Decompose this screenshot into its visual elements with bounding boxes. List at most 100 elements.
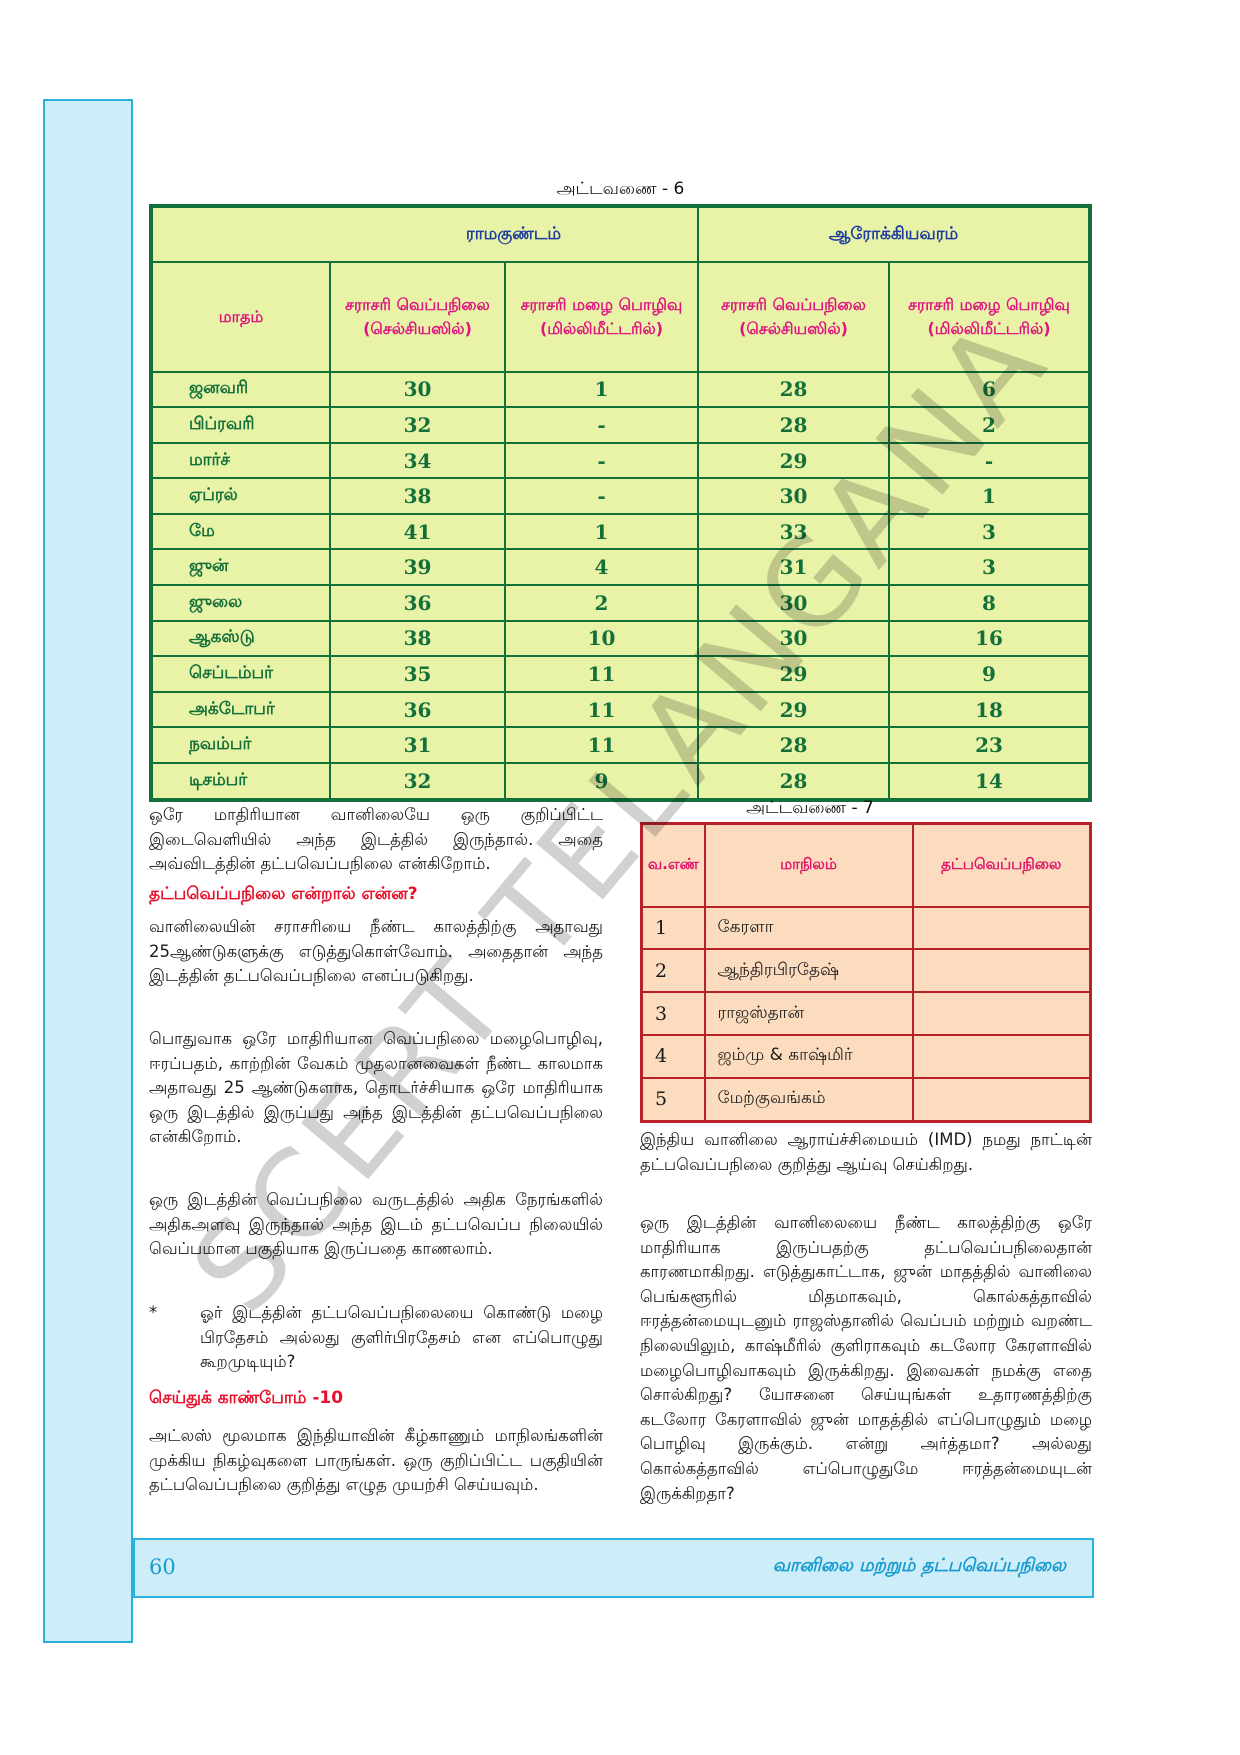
table-row: 3 ராஜஸ்தான் [640,991,1092,1037]
value-cell: 9 [503,761,700,802]
state-cell: கேரளா [703,905,914,951]
value-cell: 2 [888,406,1091,444]
month-cell: பிப்ரவரி [150,406,331,444]
value-cell: 28 [697,406,891,444]
month-cell: மே [150,512,331,551]
paragraph: இந்திய வானிலை ஆராய்ச்சிமையம் (IMD) நமது … [640,1130,1092,1174]
paragraph: ஒரே மாதிரியான வானிலையே ஒரு குறிப்பிட்ட இ… [149,805,603,874]
value-cell: 29 [697,690,891,729]
value-cell: 30 [329,370,506,409]
value-cell: 29 [697,441,891,480]
col-header: சராசரி மழை பொழிவு (மில்லிமீட்டரில்) [503,261,700,373]
activity-heading: செய்துக் காண்போம் -10 [149,1388,344,1408]
month-header: மாதம் [150,262,331,373]
table-row: மே 41 1 33 3 [150,512,1091,551]
section-heading: தட்பவெப்பநிலை என்றால் என்ன? [149,884,418,904]
serial-cell: 2 [640,948,706,994]
value-cell: - [888,441,1091,480]
month-cell: ஜனவரி [150,370,331,409]
value-cell: 18 [888,690,1091,729]
value-cell: 28 [697,370,891,409]
value-cell: 36 [329,690,506,729]
table-row: அக்டோபர் 36 11 29 18 [150,690,1091,729]
col-header: சராசரி வெப்பநிலை (செல்சியஸில்) [697,261,891,373]
value-cell: 34 [329,441,506,480]
bullet-question: ஓர் இடத்தின் தட்பவெப்பநிலையை கொண்டு மழை … [200,1303,603,1372]
value-cell: - [503,477,700,515]
value-cell: 16 [888,619,1091,658]
value-cell: 28 [697,761,891,802]
blank-corner [150,204,330,264]
left-margin-band [43,99,133,1643]
climate-header: தட்பவெப்பநிலை [911,822,1092,908]
chapter-title: வானிலை மற்றும் தட்பவெப்பநிலை [772,1555,1066,1576]
table-row: மார்ச் 34-29- [150,441,1091,480]
value-cell: 4 [503,548,700,587]
climate-entry-cell[interactable] [911,905,1092,951]
climate-entry-cell[interactable] [911,991,1092,1037]
value-cell: 30 [697,584,891,622]
value-cell: 2 [503,584,700,622]
value-cell: 1 [503,512,700,551]
month-cell: நவம்பர் [150,726,331,764]
state-cell: ராஜஸ்தான் [703,991,914,1037]
value-cell: 11 [503,690,700,729]
table-row: ஜுன் 39 4 31 3 [150,548,1091,587]
value-cell: 39 [329,548,506,587]
value-cell: 3 [888,512,1091,551]
value-cell: 35 [329,655,506,693]
states-table: வ.எண் மாநிலம் தட்பவெப்பநிலை 1 கேரளா 2 ஆந்தி… [640,822,1092,1123]
paragraph: பொதுவாக ஒரே மாதிரியான வெப்பநிலை மழைபொழிவ… [149,1029,603,1147]
value-cell: 31 [697,548,891,587]
climate-entry-cell[interactable] [911,1076,1092,1123]
value-cell: 23 [888,726,1091,764]
table-row: செப்டம்பர் 35 11 29 9 [150,655,1091,693]
value-cell: 38 [329,619,506,658]
value-cell: 30 [697,619,891,658]
table-row: 1 கேரளா [640,905,1092,951]
value-cell: 32 [329,761,506,802]
page-footer: 60 வானிலை மற்றும் தட்பவெப்பநிலை [133,1538,1094,1598]
climate-table: ராமகுண்டம் ஆரோக்கியவரம் மாதம் சராசரி வெப… [149,204,1092,802]
table-row: ஜனவரி 30 1 28 6 [150,370,1091,409]
region-ramagundam: ராமகுண்டம் [330,204,700,264]
table-row: ஏப்ரல் 38-30 1 [150,477,1091,515]
month-cell: ஏப்ரல் [150,477,331,515]
table-row: நவம்பர் 31 11 28 23 [150,726,1091,764]
table-row: 4 ஜம்மு & காஷ்மிர் [640,1034,1092,1079]
climate-entry-cell[interactable] [911,948,1092,994]
state-header: மாநிலம் [703,822,914,908]
month-cell: ஜுன் [150,548,331,587]
paragraph: ஒரு இடத்தின் வெப்பநிலை வருடத்தில் அதிக ந… [149,1190,603,1259]
value-cell: 11 [503,726,700,764]
col-header: சராசரி மழை பொழிவு (மில்லிமீட்டரில்) [888,261,1091,373]
value-cell: 31 [329,726,506,764]
value-cell: 29 [697,655,891,693]
climate-entry-cell[interactable] [911,1034,1092,1079]
bullet-mark: * [149,1303,158,1322]
state-cell: ஆந்திரபிரதேஷ் [703,948,914,994]
paragraph: வானிலையின் சராசரியை நீண்ட காலத்திற்கு அத… [149,917,603,986]
serial-cell: 4 [640,1034,706,1079]
col-header: சராசரி வெப்பநிலை (செல்சியஸில்) [329,261,506,373]
value-cell: 14 [888,761,1091,802]
value-cell: 1 [888,477,1091,515]
value-cell: 3 [888,548,1091,587]
value-cell: 8 [888,584,1091,622]
value-cell: 41 [329,512,506,551]
serial-cell: 5 [640,1076,706,1123]
month-cell: செப்டம்பர் [150,655,331,693]
state-cell: ஜம்மு & காஷ்மிர் [703,1034,914,1079]
table-row: ஜுலை 36 2 30 8 [150,584,1091,622]
value-cell: 38 [329,477,506,515]
month-cell: ஜுலை [150,584,331,622]
value-cell: 30 [697,477,891,515]
paragraph: ஒரு இடத்தின் வானிலையை நீண்ட காலத்திற்கு … [640,1213,1092,1503]
state-cell: மேற்குவங்கம் [703,1076,914,1123]
serial-cell: 1 [640,905,706,951]
month-cell: ஆகஸ்டு [150,619,331,658]
region-arogyavaram: ஆரோக்கியவரம் [697,204,1091,264]
month-cell: அக்டோபர் [150,690,331,729]
month-cell: மார்ச் [150,441,331,480]
